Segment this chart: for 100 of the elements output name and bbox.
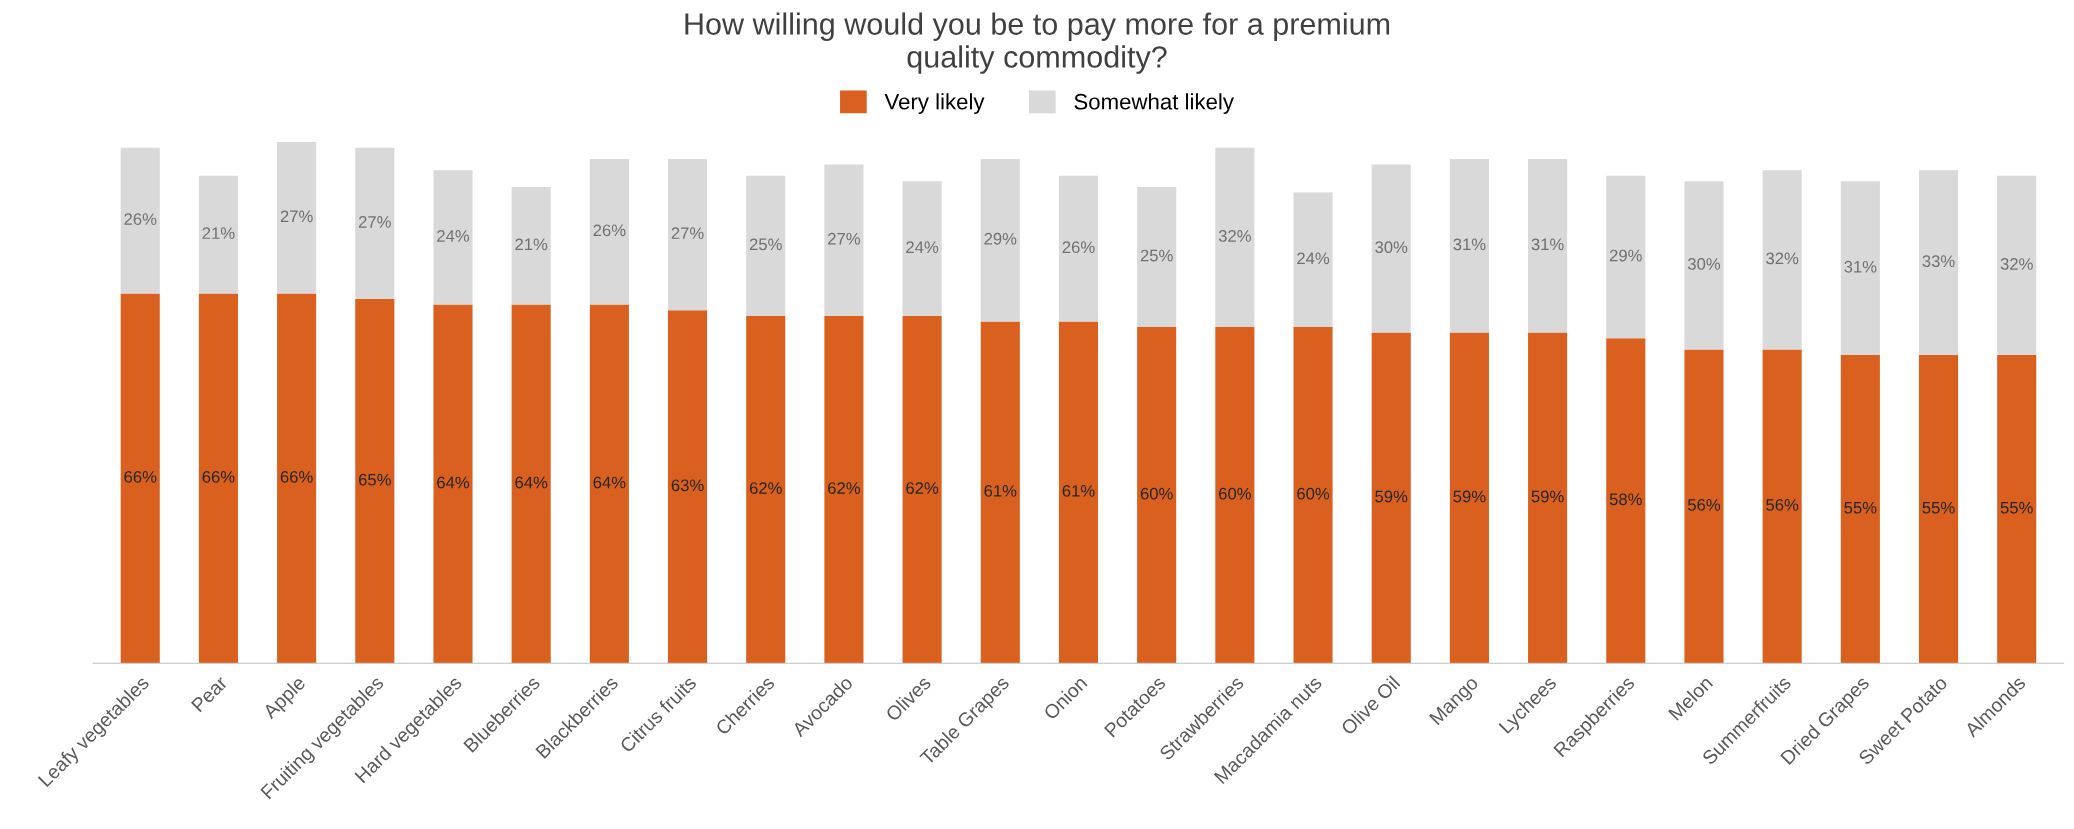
data-label: 31%	[1453, 238, 1486, 251]
data-label: 56%	[1687, 498, 1721, 511]
bar	[1997, 175, 2037, 356]
bar	[668, 310, 708, 664]
bar	[746, 175, 786, 316]
data-label: 25%	[749, 238, 782, 251]
bar	[1137, 327, 1177, 664]
data-label: 29%	[984, 232, 1017, 245]
bar	[1449, 158, 1489, 333]
data-label: 65%	[358, 473, 391, 486]
data-label: 32%	[2000, 258, 2033, 270]
data-label: 30%	[1375, 241, 1408, 254]
bar	[1293, 192, 1333, 328]
bar	[1528, 332, 1568, 664]
data-label: 21%	[202, 227, 235, 239]
data-label: 61%	[984, 484, 1017, 497]
bar	[511, 186, 551, 305]
bar	[433, 170, 473, 305]
bar	[1684, 181, 1724, 350]
data-label: 64%	[515, 476, 548, 489]
bar	[1606, 338, 1646, 664]
data-label: 60%	[1140, 487, 1173, 500]
bar	[1215, 147, 1255, 328]
data-label: 66%	[124, 470, 157, 483]
bar	[355, 147, 395, 299]
data-label: 60%	[1219, 487, 1251, 500]
bar	[902, 315, 942, 664]
bar	[980, 158, 1020, 322]
data-label: 64%	[593, 476, 626, 489]
data-label: 59%	[1531, 490, 1564, 503]
bar	[824, 315, 864, 664]
bar	[1058, 175, 1099, 322]
legend-label: Somewhat likely	[1074, 93, 1234, 114]
bar	[120, 293, 160, 664]
bar	[433, 304, 473, 664]
bar	[198, 293, 238, 664]
bar	[589, 158, 629, 305]
data-label: 26%	[593, 224, 626, 237]
bar	[1449, 332, 1489, 664]
bar	[1215, 327, 1255, 664]
bar	[589, 304, 629, 664]
bar	[1371, 164, 1411, 333]
data-label: 64%	[437, 476, 470, 489]
bar	[1528, 158, 1568, 333]
bar	[1762, 349, 1802, 664]
bar	[980, 321, 1020, 664]
data-label: 29%	[1609, 249, 1642, 262]
data-label: 56%	[1766, 498, 1799, 511]
data-label: 55%	[1844, 501, 1877, 514]
data-label: 62%	[749, 482, 782, 494]
data-label: 25%	[1140, 249, 1173, 262]
bar	[668, 158, 708, 311]
data-label: 24%	[1297, 252, 1330, 265]
bar	[1918, 355, 1959, 664]
data-label: 58%	[1609, 493, 1642, 506]
data-label: 27%	[828, 232, 861, 245]
legend-label: Very likely	[884, 93, 985, 114]
data-label: 62%	[828, 482, 861, 494]
data-label: 55%	[2000, 501, 2033, 514]
bar	[1840, 181, 1880, 356]
bar	[355, 299, 395, 664]
data-label: 60%	[1297, 487, 1330, 500]
data-label: 61%	[1062, 484, 1095, 497]
bar	[902, 181, 942, 316]
bar	[1137, 186, 1177, 328]
bar	[120, 147, 160, 294]
bar	[1371, 332, 1411, 664]
data-label: 63%	[671, 479, 704, 492]
data-label: 24%	[437, 230, 470, 242]
data-label: 32%	[1766, 252, 1799, 265]
data-label: 66%	[280, 470, 313, 483]
data-label: 31%	[1844, 260, 1877, 273]
bar	[824, 164, 864, 316]
bar	[277, 142, 317, 294]
data-label: 24%	[906, 241, 939, 253]
data-label: 27%	[358, 216, 391, 228]
data-label: 33%	[1922, 255, 1955, 268]
data-label: 62%	[906, 482, 939, 494]
data-label: 59%	[1375, 490, 1408, 503]
bar	[277, 293, 317, 664]
bar	[1762, 170, 1802, 350]
bar	[746, 315, 786, 664]
data-label: 21%	[515, 238, 548, 251]
data-label: 26%	[124, 213, 157, 226]
bar	[1606, 175, 1646, 339]
bar	[1058, 321, 1099, 664]
data-label: 30%	[1687, 258, 1721, 270]
data-label: 27%	[671, 227, 704, 239]
chart-title: How willing would you be to pay more for a premium quality commodity?	[685, 12, 1390, 74]
bar	[198, 175, 238, 294]
bar	[1293, 327, 1333, 664]
data-label: 32%	[1218, 230, 1251, 242]
data-label: 59%	[1453, 490, 1486, 503]
bar	[1997, 355, 2037, 664]
bar	[511, 304, 551, 664]
data-label: 31%	[1531, 238, 1564, 251]
data-label: 66%	[202, 470, 235, 483]
data-label: 55%	[1922, 501, 1955, 514]
bar	[1918, 170, 1959, 356]
data-label: 26%	[1062, 241, 1095, 254]
